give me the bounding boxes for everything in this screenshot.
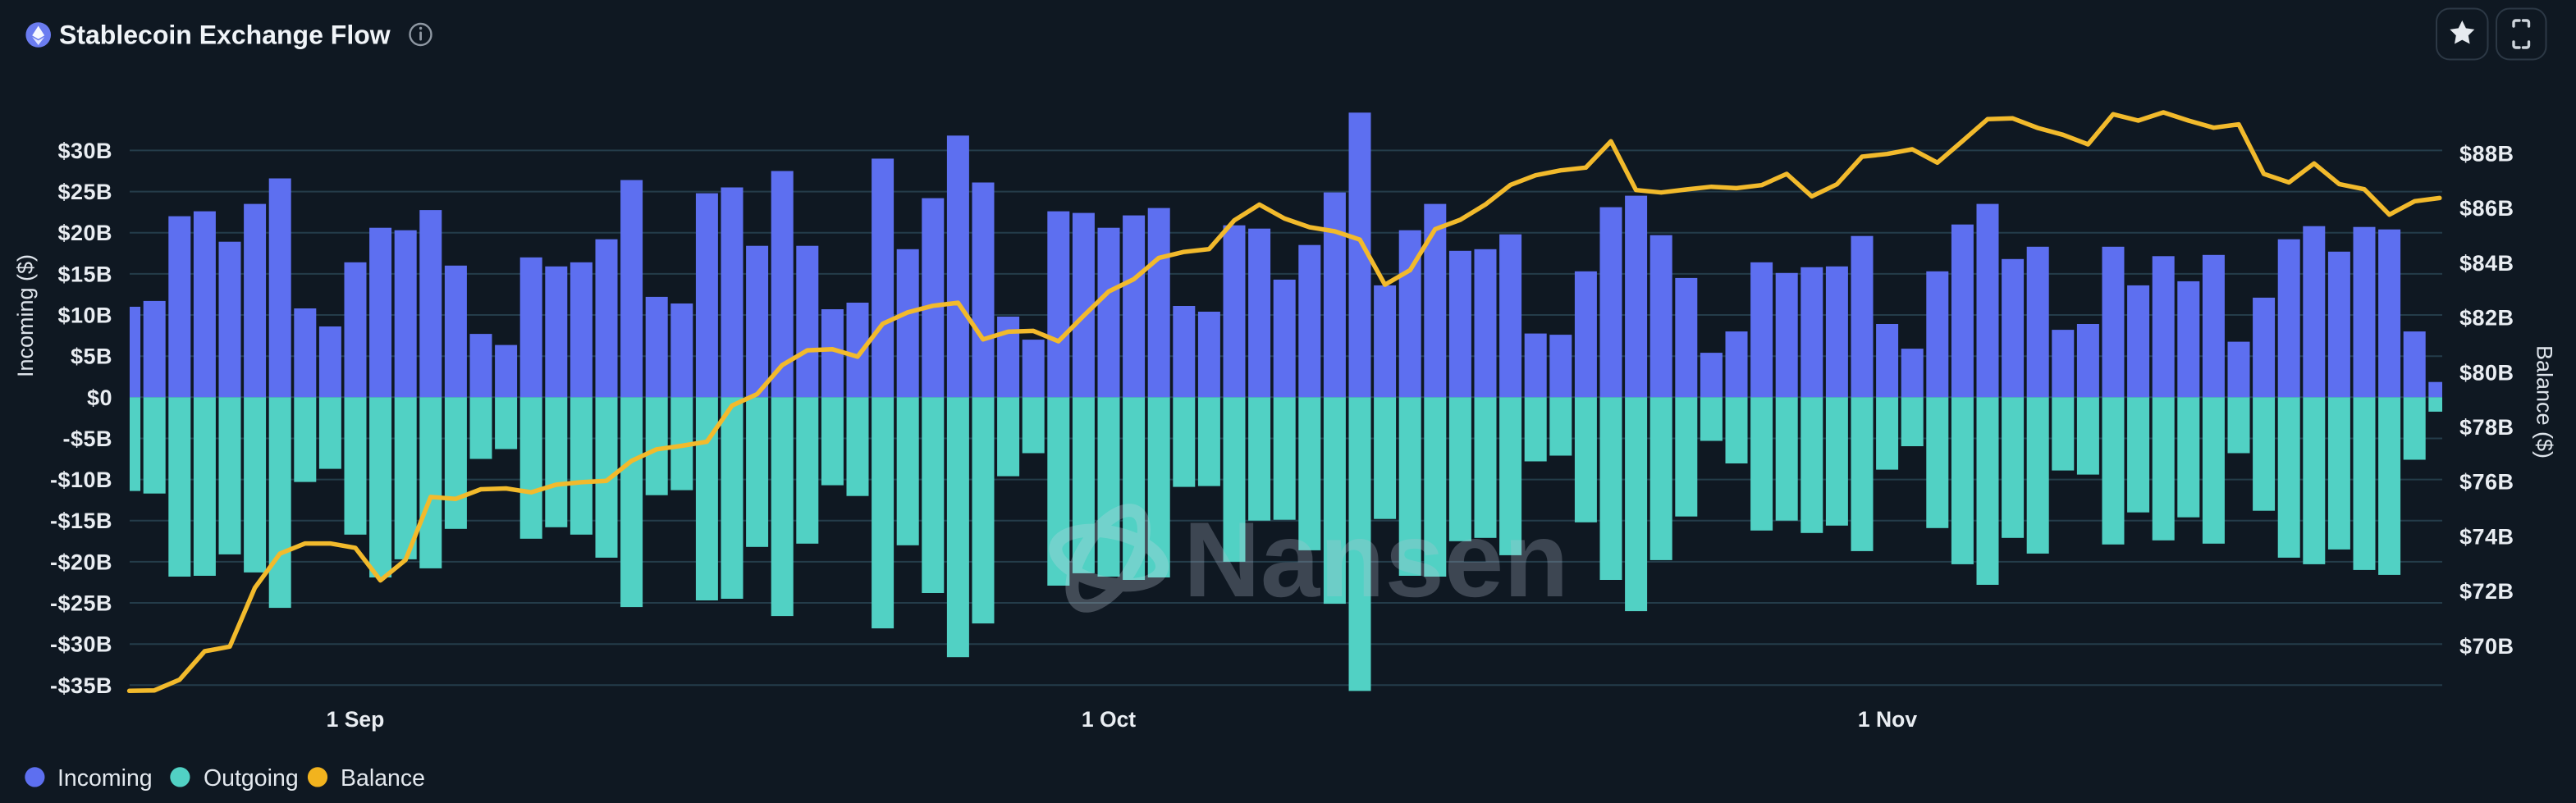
- svg-text:$30B: $30B: [57, 139, 112, 163]
- svg-text:Incoming ($): Incoming ($): [13, 254, 38, 377]
- svg-text:-$35B: -$35B: [50, 673, 112, 698]
- svg-text:Stablecoin Exchange Flow: Stablecoin Exchange Flow: [59, 21, 391, 50]
- svg-text:$74B: $74B: [2459, 524, 2514, 549]
- svg-text:$76B: $76B: [2459, 470, 2514, 495]
- svg-text:$20B: $20B: [57, 221, 112, 245]
- svg-text:-$10B: -$10B: [50, 468, 112, 492]
- svg-text:$86B: $86B: [2459, 196, 2514, 221]
- svg-text:-$5B: -$5B: [62, 427, 112, 451]
- svg-text:Balance: Balance: [341, 765, 425, 792]
- svg-text:-$30B: -$30B: [50, 632, 112, 657]
- svg-text:$78B: $78B: [2459, 415, 2514, 440]
- svg-text:1 Oct: 1 Oct: [1082, 707, 1136, 732]
- svg-text:$10B: $10B: [57, 303, 112, 328]
- svg-text:1 Nov: 1 Nov: [1858, 707, 1917, 732]
- svg-text:-$20B: -$20B: [50, 550, 112, 574]
- svg-text:Nansen: Nansen: [1183, 500, 1569, 619]
- svg-text:$82B: $82B: [2459, 306, 2514, 331]
- svg-text:$88B: $88B: [2459, 142, 2514, 167]
- svg-text:Balance ($): Balance ($): [2533, 345, 2557, 459]
- svg-text:$15B: $15B: [57, 262, 112, 286]
- svg-text:$72B: $72B: [2459, 579, 2514, 604]
- svg-text:$5B: $5B: [71, 344, 112, 369]
- svg-text:Outgoing: Outgoing: [204, 765, 299, 792]
- svg-text:Incoming: Incoming: [57, 765, 153, 792]
- svg-text:$25B: $25B: [57, 180, 112, 204]
- svg-text:-$15B: -$15B: [50, 509, 112, 533]
- svg-text:$0: $0: [87, 386, 112, 410]
- svg-text:-$25B: -$25B: [50, 591, 112, 616]
- svg-text:$84B: $84B: [2459, 251, 2514, 276]
- svg-text:$70B: $70B: [2459, 634, 2514, 659]
- svg-text:$80B: $80B: [2459, 360, 2514, 385]
- svg-text:1 Sep: 1 Sep: [327, 707, 385, 732]
